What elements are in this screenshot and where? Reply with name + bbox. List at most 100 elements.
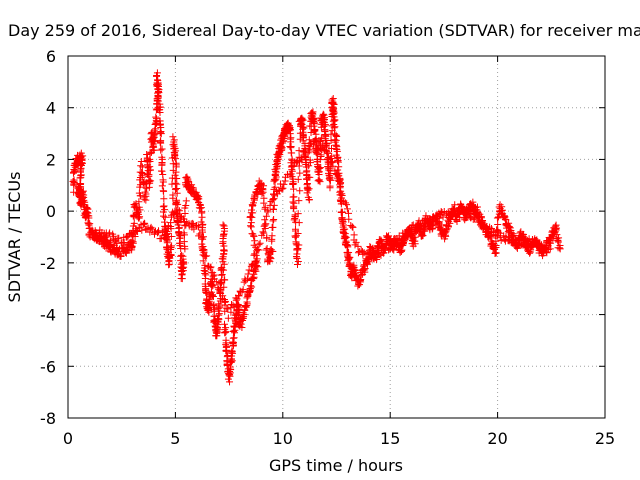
data-point <box>226 372 234 380</box>
data-point <box>147 223 155 231</box>
data-point <box>263 244 271 252</box>
data-point <box>245 266 253 274</box>
data-point <box>129 238 137 246</box>
data-point <box>556 245 564 253</box>
data-point <box>248 202 256 210</box>
data-point <box>546 245 554 253</box>
data-point <box>246 222 254 230</box>
data-point <box>299 116 307 124</box>
data-point <box>190 225 198 233</box>
data-point <box>340 225 348 233</box>
data-point <box>173 189 181 197</box>
data-point <box>493 214 501 222</box>
data-point <box>338 217 346 225</box>
data-point <box>220 266 228 274</box>
data-point <box>203 252 211 260</box>
data-point <box>152 113 160 121</box>
data-point <box>258 190 266 198</box>
data-point <box>229 301 237 309</box>
chart-title: Day 259 of 2016, Sidereal Day-to-day VTE… <box>8 21 640 40</box>
data-point <box>220 283 228 291</box>
data-point <box>328 144 336 152</box>
data-point <box>266 201 274 209</box>
data-point <box>158 182 166 190</box>
data-point <box>141 188 149 196</box>
data-point <box>541 241 549 249</box>
data-point <box>213 327 221 335</box>
data-point <box>216 287 224 295</box>
data-point <box>306 159 314 167</box>
data-point <box>207 263 215 271</box>
data-point <box>240 312 248 320</box>
data-point <box>354 282 362 290</box>
data-point <box>502 233 510 241</box>
data-point <box>269 223 277 231</box>
data-point <box>167 252 175 260</box>
data-point <box>554 237 562 245</box>
data-point <box>179 258 187 266</box>
data-point <box>309 111 317 119</box>
data-point <box>198 213 206 221</box>
data-point <box>529 238 537 246</box>
data-point <box>321 127 329 135</box>
data-point <box>535 246 543 254</box>
data-point <box>180 229 188 237</box>
data-point <box>332 141 340 149</box>
data-point <box>155 228 163 236</box>
data-point <box>294 245 302 253</box>
data-point <box>385 246 393 254</box>
data-point <box>311 126 319 134</box>
data-point <box>250 194 258 202</box>
data-point <box>168 242 176 250</box>
x-tick-label: 0 <box>63 429 73 448</box>
data-point <box>264 208 272 216</box>
data-point <box>101 233 109 241</box>
data-point <box>324 149 332 157</box>
data-point <box>172 185 180 193</box>
data-point <box>256 239 264 247</box>
data-point <box>330 117 338 125</box>
data-point <box>329 110 337 118</box>
data-point <box>172 168 180 176</box>
data-point <box>522 242 530 250</box>
data-point <box>491 249 499 257</box>
data-point <box>315 176 323 184</box>
data-point <box>137 162 145 170</box>
data-point <box>523 237 531 245</box>
data-point <box>305 196 313 204</box>
data-point <box>106 229 114 237</box>
data-point <box>117 252 125 260</box>
data-point <box>306 143 314 151</box>
data-point <box>333 157 341 165</box>
data-point <box>315 164 323 172</box>
data-point <box>361 265 369 273</box>
data-point <box>146 150 154 158</box>
data-point <box>336 183 344 191</box>
data-point <box>262 212 270 220</box>
data-point <box>270 215 278 223</box>
data-point <box>208 282 216 290</box>
data-point <box>525 235 533 243</box>
data-point <box>525 248 533 256</box>
data-point <box>227 366 235 374</box>
data-point <box>69 177 77 185</box>
data-point <box>194 223 202 231</box>
data-point <box>206 264 214 272</box>
data-point <box>220 246 228 254</box>
y-axis-label: SDTVAR / TECUs <box>5 172 24 303</box>
data-point <box>156 120 164 128</box>
data-point <box>243 300 251 308</box>
data-point <box>163 229 171 237</box>
data-point <box>239 286 247 294</box>
x-tick-label: 10 <box>273 429 293 448</box>
data-point <box>172 161 180 169</box>
data-point <box>269 248 277 256</box>
data-point <box>249 209 257 217</box>
data-point <box>492 237 500 245</box>
data-point <box>364 255 372 263</box>
data-point <box>221 227 229 235</box>
data-point <box>70 176 78 184</box>
y-tick-label: 4 <box>46 99 56 118</box>
data-point <box>157 139 165 147</box>
